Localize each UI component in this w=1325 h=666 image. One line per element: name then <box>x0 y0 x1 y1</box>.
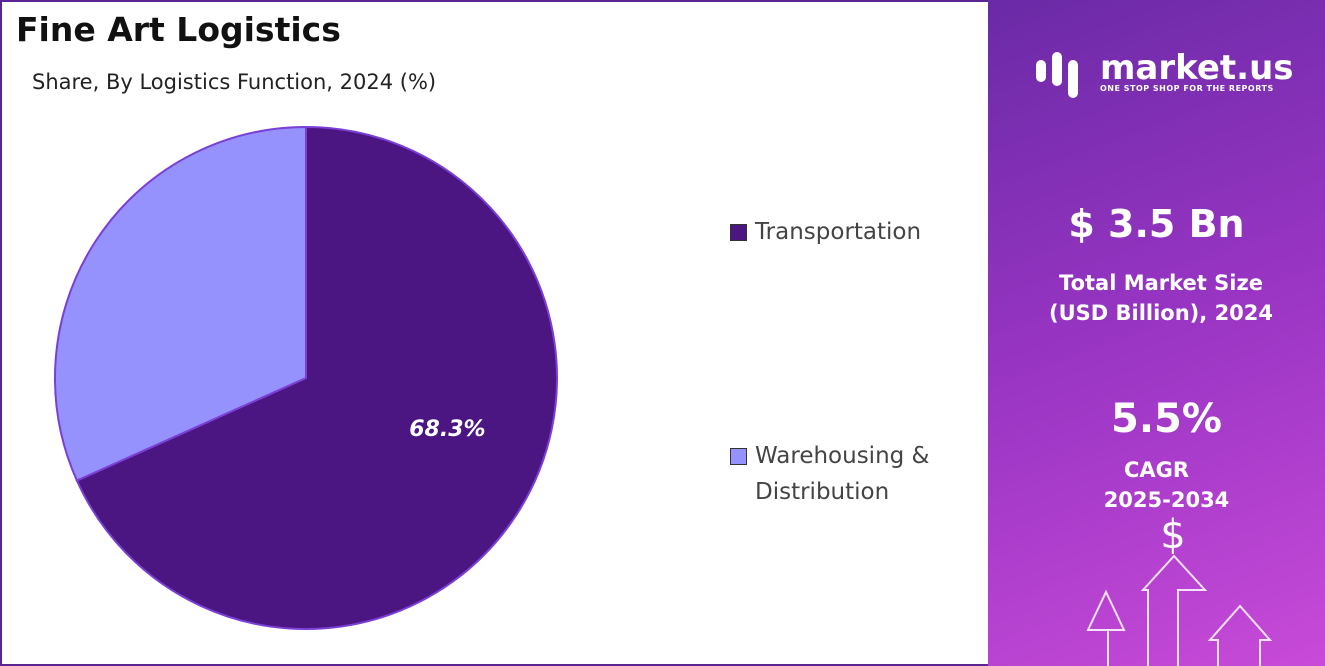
data-label: 68.3% <box>409 417 485 442</box>
tagline: ONE STOP SHOP FOR THE REPORTS <box>1100 84 1274 93</box>
legend-label: Warehousing & Distribution <box>755 443 930 505</box>
side-panel: $ market.us ONE STOP SHOP FOR THE REPORT… <box>988 0 1325 666</box>
legend-swatch <box>730 224 747 241</box>
pie-slice <box>54 125 307 482</box>
chart: 68.3% <box>54 125 558 630</box>
pie-slice <box>75 125 558 630</box>
decoration: $ <box>1036 52 1273 666</box>
cagr-value: 5.5% <box>1111 396 1222 442</box>
chart-title: Fine Art Logistics <box>16 10 341 49</box>
legend-item: Transportation <box>730 214 960 250</box>
dollar-icon: $ <box>1160 512 1185 558</box>
market-size-label: Total Market Size (USD Billion), 2024 <box>1048 271 1274 325</box>
legend-label: Transportation <box>755 219 922 245</box>
legend-item: Warehousing & Distribution <box>730 438 960 510</box>
cagr-period: 2025-2034 <box>1103 488 1230 512</box>
market-size: $ 3.5 Bn <box>1068 202 1245 246</box>
brand: market.us <box>1100 48 1294 88</box>
legend-swatch <box>730 448 747 465</box>
chart-subtitle: Share, By Logistics Function, 2024 (%) <box>32 70 437 94</box>
cagr-label: CAGR <box>1123 458 1190 482</box>
